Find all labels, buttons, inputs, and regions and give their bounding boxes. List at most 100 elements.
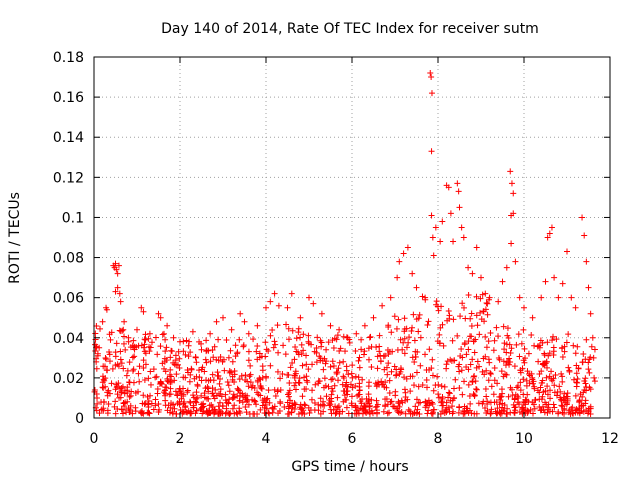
data-point — [261, 409, 268, 416]
data-point — [337, 345, 344, 352]
data-point — [295, 410, 302, 417]
data-point — [305, 338, 312, 345]
data-point — [266, 410, 273, 417]
data-point — [317, 402, 324, 409]
data-point — [585, 366, 592, 373]
data-point — [473, 244, 480, 251]
data-point — [454, 180, 461, 187]
data-point — [220, 356, 227, 363]
data-point — [237, 310, 244, 317]
data-point — [284, 399, 291, 406]
data-point — [405, 339, 412, 346]
data-point — [99, 318, 106, 325]
data-point — [124, 398, 131, 405]
data-point — [116, 290, 123, 297]
data-point — [155, 401, 162, 408]
data-point — [317, 337, 324, 344]
data-point — [213, 318, 220, 325]
data-point — [355, 357, 362, 364]
data-point — [229, 405, 236, 412]
data-point — [457, 313, 464, 320]
data-point — [386, 409, 393, 416]
data-point — [463, 405, 470, 412]
data-point — [413, 396, 420, 403]
data-point — [588, 343, 595, 350]
data-point — [380, 408, 387, 415]
data-point — [412, 403, 419, 410]
data-point — [148, 400, 155, 407]
data-point — [583, 336, 590, 343]
data-point — [484, 300, 491, 307]
y-tick-label: 0.1 — [62, 210, 84, 226]
data-point — [479, 291, 486, 298]
data-point — [209, 390, 216, 397]
data-point — [386, 377, 393, 384]
data-point — [487, 370, 494, 377]
data-point — [505, 393, 512, 400]
data-point — [307, 407, 314, 414]
data-point — [305, 366, 312, 373]
data-point — [385, 323, 392, 330]
data-point — [147, 392, 154, 399]
data-point — [135, 388, 142, 395]
data-point — [428, 74, 435, 81]
data-point — [306, 294, 312, 301]
data-point — [530, 378, 537, 385]
data-point — [550, 333, 557, 340]
data-point — [97, 325, 104, 332]
data-point — [118, 360, 125, 367]
data-point — [475, 400, 482, 407]
data-point — [113, 266, 120, 273]
data-point — [140, 308, 147, 315]
data-point — [400, 250, 407, 257]
data-point — [262, 339, 269, 346]
x-tick-label: 0 — [90, 431, 99, 447]
data-point — [205, 388, 212, 395]
data-point — [261, 404, 268, 411]
data-point — [546, 373, 553, 380]
data-point — [166, 409, 173, 416]
data-point — [345, 371, 352, 378]
data-point — [234, 385, 241, 392]
data-point — [301, 401, 308, 408]
data-point — [318, 343, 325, 350]
data-point — [167, 366, 174, 373]
data-point — [289, 327, 296, 334]
data-point — [132, 404, 139, 411]
data-point — [419, 382, 426, 389]
data-point — [482, 333, 489, 340]
data-point — [513, 341, 520, 348]
data-point — [521, 345, 528, 352]
data-point — [182, 402, 189, 409]
data-point — [487, 410, 494, 417]
data-point — [224, 378, 231, 385]
data-point — [544, 409, 551, 416]
data-point — [209, 346, 216, 353]
data-point — [246, 373, 253, 380]
data-point — [452, 376, 459, 383]
data-point — [242, 376, 249, 383]
data-point — [120, 365, 127, 372]
data-point — [164, 378, 171, 385]
data-point — [103, 306, 110, 313]
data-point — [508, 386, 515, 393]
data-point — [480, 308, 487, 315]
data-point — [503, 349, 510, 356]
data-point — [203, 347, 210, 354]
data-point — [263, 304, 269, 311]
data-point — [117, 356, 124, 363]
data-point — [437, 324, 444, 331]
data-point — [140, 357, 147, 364]
data-point — [193, 389, 200, 396]
data-point — [353, 407, 360, 414]
data-point — [115, 262, 122, 269]
data-point — [465, 338, 472, 345]
data-point — [91, 386, 98, 393]
data-point — [120, 400, 127, 407]
data-point — [465, 381, 472, 388]
data-point — [311, 400, 318, 407]
data-point — [565, 331, 572, 338]
data-point — [477, 309, 484, 316]
data-point — [279, 371, 286, 378]
